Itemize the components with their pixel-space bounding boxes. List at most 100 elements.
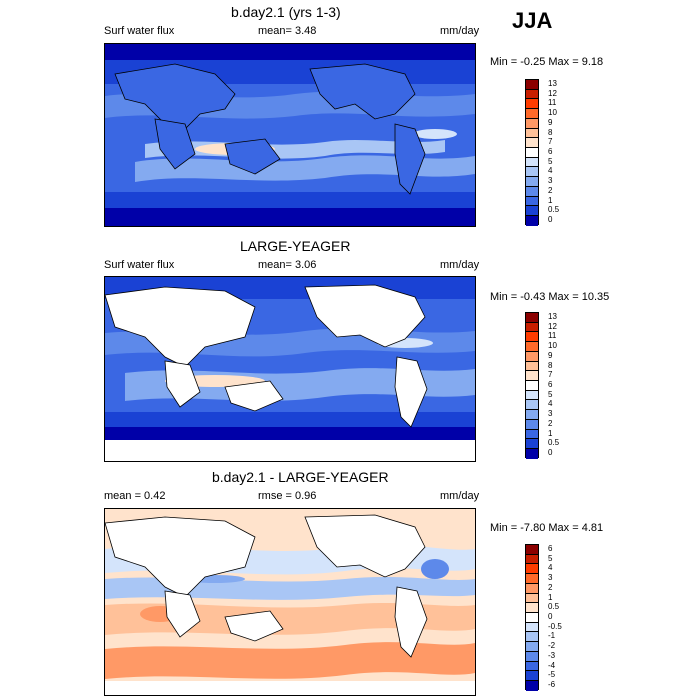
colorbar-tick-label: 6 xyxy=(548,147,553,156)
cbar3-box xyxy=(526,613,538,623)
panel3-rmse-label: rmse = 0.96 xyxy=(258,490,317,502)
panel1-minmax-label: Min = -0.25 Max = 9.18 xyxy=(490,56,604,68)
panel2-minmax-label: Min = -0.43 Max = 10.35 xyxy=(490,291,610,303)
cbar3-box xyxy=(526,632,538,643)
colorbar-tick-label: 5 xyxy=(548,553,553,563)
colorbar-tick-label: 3 xyxy=(548,573,553,583)
cbar3-box xyxy=(526,593,538,604)
colorbar-tick-label: 3 xyxy=(548,409,553,419)
cbar2-box xyxy=(526,313,538,323)
cbar3-box xyxy=(526,583,538,594)
panel2-variable-label: Surf water flux xyxy=(104,259,175,271)
colorbar-tick-label: 0.5 xyxy=(548,205,560,215)
cbar3-box xyxy=(526,545,538,555)
cbar2-box xyxy=(526,381,538,391)
panel1-map-field xyxy=(105,44,475,226)
cbar3-box xyxy=(526,681,538,691)
colorbar-tick-label: 7 xyxy=(548,137,553,147)
cbar3-box xyxy=(526,651,538,662)
colorbar-tick-label: -2 xyxy=(548,641,556,651)
colorbar-tick-label: -3 xyxy=(548,650,556,660)
cbar3-box xyxy=(526,661,538,672)
panel2-title: LARGE-YEAGER xyxy=(240,238,351,254)
panel3-minmax-label: Min = -7.80 Max = 4.81 xyxy=(490,522,604,534)
cbar1-box xyxy=(526,186,538,197)
cbar2-box xyxy=(526,371,538,382)
colorbar-tick-label: 6 xyxy=(548,380,553,389)
colorbar-tick-label: 11 xyxy=(548,331,557,341)
cbar1-box xyxy=(526,216,538,226)
panel1-units-label: mm/day xyxy=(440,25,480,37)
colorbar-tick-label: -0.5 xyxy=(548,621,562,631)
cbar2-box xyxy=(526,351,538,362)
colorbar-tick-label: 0.5 xyxy=(548,438,560,448)
cbar1-box xyxy=(526,89,538,100)
cbar2-box xyxy=(526,400,538,411)
cbar2-box xyxy=(526,322,538,333)
cbar2-box xyxy=(526,449,538,459)
colorbar-tick-label: -6 xyxy=(548,680,556,690)
colorbar-tick-label: 0 xyxy=(548,612,553,621)
colorbar-tick-label: 9 xyxy=(548,117,553,127)
cbar1-box xyxy=(526,177,538,187)
panel1-mean-label: mean= 3.48 xyxy=(258,25,317,37)
colorbar-tick-label: 13 xyxy=(548,78,557,88)
colorbar-tick-label: 11 xyxy=(548,98,557,108)
cbar3-box xyxy=(526,622,538,633)
cbar1-box xyxy=(526,206,538,217)
cbar2-box xyxy=(526,439,538,450)
panel3-colorbar xyxy=(525,544,539,691)
panel3-map xyxy=(104,508,476,696)
panel1-map xyxy=(104,43,476,227)
panel1-title: b.day2.1 (yrs 1-3) xyxy=(231,4,341,20)
panel3-title: b.day2.1 - LARGE-YEAGER xyxy=(212,469,389,485)
panel2-mean-label: mean= 3.06 xyxy=(258,259,317,271)
colorbar-tick-label: -1 xyxy=(548,631,556,641)
cbar1-box xyxy=(526,118,538,129)
panel3-units-label: mm/day xyxy=(440,490,480,502)
colorbar-tick-label: 10 xyxy=(548,341,557,351)
cbar3-box xyxy=(526,564,538,575)
colorbar-tick-label: 13 xyxy=(548,311,557,321)
cbar1-box xyxy=(526,128,538,139)
colorbar-tick-label: 2 xyxy=(548,582,553,592)
cbar2-box xyxy=(526,410,538,420)
cbar1-box xyxy=(526,138,538,149)
panel2-map-field xyxy=(105,277,475,461)
colorbar-tick-label: 12 xyxy=(548,321,557,331)
panel2-map xyxy=(104,276,476,462)
colorbar-tick-label: 3 xyxy=(548,176,553,186)
colorbar-tick-label: 6 xyxy=(548,543,553,553)
cbar2-box xyxy=(526,361,538,372)
cbar1-box xyxy=(526,99,538,110)
panel2-units-label: mm/day xyxy=(440,259,480,271)
cbar2-box xyxy=(526,342,538,352)
cbar3-box xyxy=(526,603,538,614)
cbar3-box xyxy=(526,574,538,584)
panel3-map-field xyxy=(105,509,475,695)
panel2-colorbar xyxy=(525,312,539,459)
colorbar-tick-label: 5 xyxy=(548,156,553,166)
season-label: JJA xyxy=(512,8,553,33)
cbar2-box xyxy=(526,390,538,401)
colorbar-tick-label: 4 xyxy=(548,399,553,409)
colorbar-tick-label: 1 xyxy=(548,592,553,602)
colorbar-tick-label: 1 xyxy=(548,195,553,205)
cbar1-box xyxy=(526,157,538,168)
colorbar-tick-label: 0 xyxy=(548,448,553,458)
colorbar-tick-label: 10 xyxy=(548,108,557,118)
panel1-colorbar xyxy=(525,79,539,226)
colorbar-tick-label: -4 xyxy=(548,660,556,670)
cbar2-box xyxy=(526,332,538,343)
colorbar-tick-label: 5 xyxy=(548,389,553,399)
cbar2-box xyxy=(526,429,538,440)
colorbar-tick-label: 0 xyxy=(548,215,553,225)
colorbar-tick-label: 7 xyxy=(548,370,553,380)
colorbar-tick-label: 2 xyxy=(548,418,553,428)
colorbar-tick-label: 2 xyxy=(548,185,553,195)
colorbar-tick-label: -5 xyxy=(548,670,556,680)
colorbar-tick-label: 1 xyxy=(548,428,553,438)
colorbar-tick-label: 8 xyxy=(548,127,553,137)
cbar1-box xyxy=(526,167,538,178)
panel1-variable-label: Surf water flux xyxy=(104,25,175,37)
